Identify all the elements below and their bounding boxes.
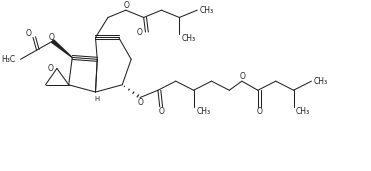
Text: O: O (240, 72, 246, 81)
Text: CH₃: CH₃ (200, 6, 214, 15)
Text: H₃C: H₃C (1, 55, 15, 64)
Text: O: O (49, 33, 55, 42)
Text: O: O (47, 64, 53, 73)
Text: CH₃: CH₃ (196, 107, 210, 116)
Text: CH₃: CH₃ (296, 107, 310, 116)
Polygon shape (52, 40, 72, 57)
Text: O: O (137, 28, 143, 37)
Text: O: O (257, 107, 263, 116)
Text: O: O (124, 1, 129, 10)
Text: O: O (158, 107, 164, 116)
Text: H: H (95, 96, 100, 102)
Text: O: O (26, 29, 32, 38)
Text: CH₃: CH₃ (182, 34, 196, 43)
Text: O: O (137, 98, 143, 108)
Text: CH₃: CH₃ (314, 77, 328, 86)
